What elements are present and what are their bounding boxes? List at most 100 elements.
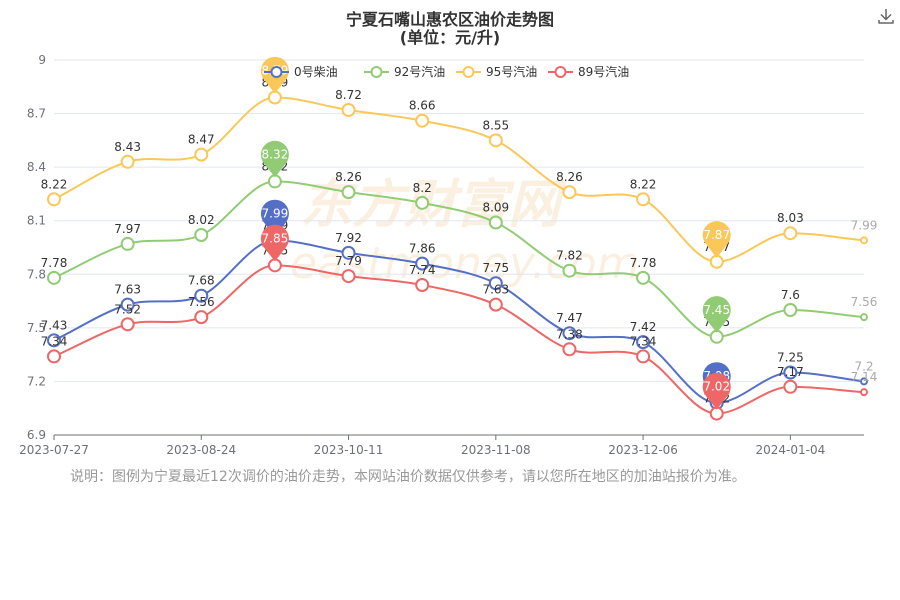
- legend-symbol: [462, 66, 475, 78]
- data-point[interactable]: [636, 349, 651, 364]
- download-icon[interactable]: [876, 6, 896, 26]
- y-tick-label: 6.9: [27, 428, 46, 442]
- data-label: 8.22: [630, 177, 657, 191]
- chart-subtitle: (单位：元/升): [399, 28, 501, 47]
- data-label: 7.34: [630, 334, 657, 348]
- y-tick-label: 9: [38, 53, 46, 67]
- data-label: 8.55: [482, 118, 509, 132]
- data-label: 8.26: [556, 170, 583, 184]
- data-label: 8.66: [409, 99, 436, 113]
- data-point[interactable]: [47, 270, 61, 285]
- x-tick-label: 2023-08-24: [166, 443, 236, 457]
- data-point[interactable]: [120, 154, 135, 169]
- marker-pin: 7.02: [702, 372, 731, 410]
- data-point[interactable]: [488, 215, 503, 230]
- data-label: 7.14: [851, 370, 878, 384]
- data-label: 7.56: [851, 295, 878, 309]
- data-point[interactable]: [562, 326, 577, 341]
- data-point[interactable]: [860, 236, 868, 245]
- data-point[interactable]: [415, 113, 430, 128]
- data-label: 8.22: [41, 177, 68, 191]
- legend-label: 0号柴油: [294, 65, 338, 79]
- pin-shape: [702, 221, 731, 258]
- data-point[interactable]: [120, 236, 135, 251]
- data-point[interactable]: [562, 185, 577, 200]
- data-label: 7.17: [777, 365, 804, 379]
- data-point[interactable]: [636, 192, 651, 207]
- x-tick-label: 2023-11-08: [461, 443, 531, 457]
- marker-pin: 7.45: [702, 296, 731, 333]
- data-label: 8.2: [413, 181, 432, 195]
- marker-pin: 7.87: [702, 221, 731, 258]
- pin-label: 8.32: [262, 147, 289, 161]
- data-point[interactable]: [194, 228, 209, 242]
- data-point[interactable]: [415, 195, 430, 210]
- data-point[interactable]: [488, 133, 503, 148]
- data-point[interactable]: [636, 270, 651, 285]
- data-label: 7.75: [482, 261, 509, 275]
- x-tick-label: 2023-07-27: [19, 443, 89, 457]
- data-point[interactable]: [562, 263, 577, 278]
- data-point[interactable]: [194, 310, 209, 325]
- data-point[interactable]: [415, 278, 430, 292]
- data-label: 7.74: [409, 263, 436, 277]
- legend-item[interactable]: 0号柴油: [264, 65, 338, 79]
- data-point[interactable]: [120, 317, 135, 332]
- data-point[interactable]: [562, 342, 577, 357]
- x-tick-label: 2023-12-06: [608, 443, 678, 457]
- data-point[interactable]: [415, 256, 430, 271]
- data-point[interactable]: [341, 269, 356, 284]
- data-point[interactable]: [783, 365, 798, 380]
- data-point[interactable]: [47, 192, 61, 207]
- data-point[interactable]: [194, 147, 209, 162]
- data-label: 7.6: [781, 288, 800, 302]
- marker-pin: 8.32: [260, 140, 289, 178]
- oil-price-chart: 东方财富网eastmoney.com6.97.27.57.88.18.48.79…: [19, 53, 878, 457]
- data-label: 8.02: [188, 213, 215, 227]
- pin-label: 7.99: [262, 206, 289, 220]
- y-tick-label: 8.7: [27, 107, 46, 121]
- data-point[interactable]: [194, 288, 209, 303]
- data-point[interactable]: [47, 349, 61, 364]
- data-point[interactable]: [120, 297, 135, 312]
- x-tick-label: 2023-10-11: [314, 443, 384, 457]
- pin-shape: [702, 372, 731, 410]
- data-label: 7.56: [188, 295, 215, 309]
- y-tick-label: 8.1: [27, 214, 46, 228]
- legend-item[interactable]: 95号汽油: [456, 64, 537, 79]
- legend-item[interactable]: 89号汽油: [548, 64, 629, 79]
- pin-label: 7.45: [703, 303, 730, 317]
- data-point[interactable]: [636, 335, 651, 350]
- data-label: 7.79: [335, 254, 362, 268]
- data-point[interactable]: [860, 388, 868, 397]
- data-label: 7.97: [114, 222, 141, 236]
- data-point[interactable]: [341, 103, 356, 117]
- data-label: 7.78: [41, 256, 68, 270]
- y-tick-label: 7.5: [27, 321, 46, 335]
- chart-title: 宁夏石嘴山惠农区油价走势图: [345, 10, 554, 29]
- data-point[interactable]: [488, 297, 503, 312]
- data-point[interactable]: [783, 379, 798, 394]
- legend-item[interactable]: 92号汽油: [364, 64, 445, 79]
- chart-note: 说明：图例为宁夏最近12次调价的油价走势，本网站油价数据仅供参考，请以您所在地区…: [70, 469, 746, 485]
- data-point[interactable]: [860, 377, 868, 386]
- data-label: 7.86: [409, 242, 436, 256]
- legend-symbol: [370, 66, 383, 78]
- data-point[interactable]: [47, 333, 61, 348]
- data-point[interactable]: [341, 185, 356, 200]
- data-label: 7.78: [630, 256, 657, 270]
- y-tick-label: 8.4: [27, 160, 46, 174]
- data-point[interactable]: [783, 226, 798, 241]
- data-label: 8.47: [188, 133, 215, 147]
- legend-label: 92号汽油: [394, 64, 445, 79]
- pin-label: 7.87: [703, 228, 730, 242]
- pin-shape: [260, 140, 289, 178]
- pin-shape: [702, 296, 731, 333]
- data-point[interactable]: [783, 303, 798, 317]
- data-label: 7.99: [851, 218, 878, 232]
- legend-label: 89号汽油: [578, 64, 629, 79]
- data-point[interactable]: [488, 276, 503, 291]
- data-point[interactable]: [341, 245, 356, 260]
- data-point[interactable]: [860, 313, 868, 322]
